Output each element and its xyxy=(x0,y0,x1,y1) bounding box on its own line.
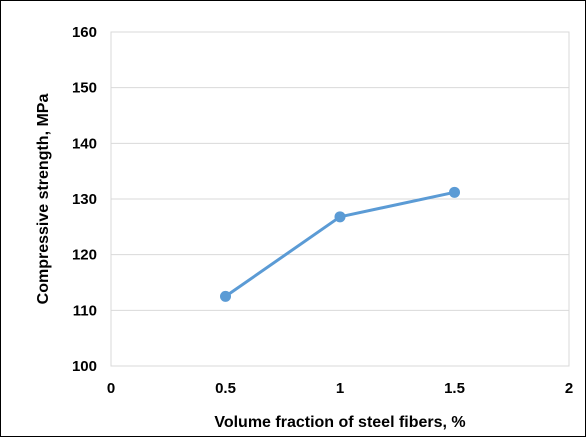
y-tick-label: 160 xyxy=(72,24,97,41)
data-point xyxy=(334,211,346,223)
series-line xyxy=(224,190,455,298)
y-tick-label: 100 xyxy=(72,358,97,375)
y-axis-title: Compressive strength, MPa xyxy=(35,94,52,305)
y-tick-label: 120 xyxy=(72,247,97,264)
x-tick-label: 1.5 xyxy=(444,380,465,397)
series-layer xyxy=(220,186,460,302)
x-axis-title: Volume fraction of steel fibers, % xyxy=(214,414,465,431)
gridlines xyxy=(111,31,569,367)
data-point xyxy=(449,186,460,198)
x-tick-label: 1 xyxy=(336,380,344,397)
x-tick-label: 2 xyxy=(565,380,573,397)
y-tick-label: 140 xyxy=(72,135,97,152)
y-axis-ticks: 100 110 120 130 140 150 160 xyxy=(72,24,97,375)
y-tick-label: 150 xyxy=(72,80,97,97)
y-tick-label: 130 xyxy=(72,191,97,208)
y-tick-label: 110 xyxy=(73,302,97,319)
data-point xyxy=(220,290,231,302)
x-tick-label: 0 xyxy=(107,380,115,397)
x-tick-label: 0.5 xyxy=(215,380,236,397)
x-axis-ticks: 0 0.5 1 1.5 2 xyxy=(107,380,573,397)
